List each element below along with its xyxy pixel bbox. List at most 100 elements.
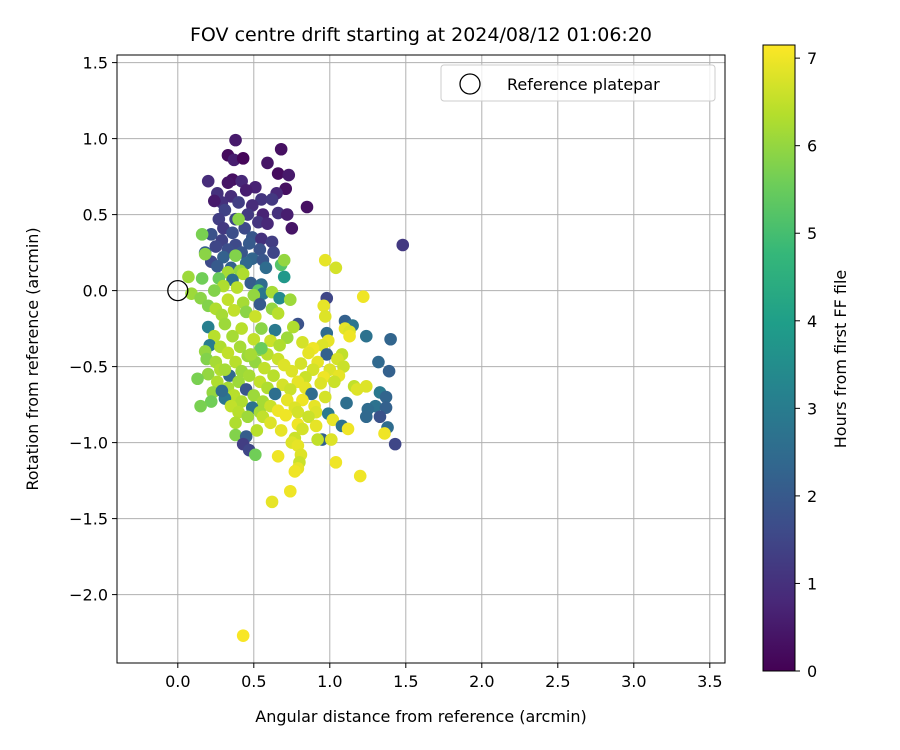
colorbar-tick-label: 4 [807,312,817,331]
data-point [396,238,410,252]
data-point [379,390,393,404]
data-point [294,357,308,370]
data-point [283,293,297,307]
data-point [253,243,267,256]
colorbar-tick-label: 2 [807,487,817,506]
data-point [285,364,299,378]
y-axis-label: Rotation from reference (arcmin) [23,227,42,490]
data-point [267,246,280,259]
data-point [249,448,262,462]
data-point [229,416,242,430]
data-point [353,469,367,483]
legend-reference-marker [459,73,481,95]
colorbar-gradient [763,45,795,671]
data-point [314,377,327,390]
x-tick-label: 0.5 [241,672,266,691]
data-point [236,152,250,165]
data-point [273,291,286,305]
data-point [265,235,279,249]
data-point [274,142,288,156]
data-point [341,422,355,436]
data-point [255,232,268,246]
x-tick-label: 3.5 [697,672,722,691]
data-point [325,433,338,446]
data-point [236,629,250,642]
data-point [302,346,315,360]
data-point [241,410,255,424]
data-point [343,329,356,343]
data-point [239,183,253,197]
data-point [191,372,204,386]
data-point [221,346,235,360]
legend-label-reference-platepar: Reference platepar [507,75,660,94]
colorbar: 0 1 2 3 4 5 6 7 Hours from first FF file [762,44,850,681]
data-point [318,253,332,267]
data-point [204,228,218,241]
data-point [247,288,261,302]
data-point [359,410,373,424]
data-point [283,484,297,498]
reference-platepar-marker [167,279,189,302]
y-tick-label: 1.0 [83,130,108,149]
data-point [296,335,309,349]
data-point [271,167,285,180]
data-point [282,168,296,182]
data-point [384,332,397,346]
data-point [232,212,245,226]
data-point [227,304,241,317]
data-point [305,387,318,401]
data-point [236,267,250,281]
data-point [356,290,370,303]
data-point [271,449,285,463]
x-tick-label: 0.0 [165,672,190,691]
data-point [291,405,305,419]
data-point [201,367,215,381]
colorbar-ticks: 0 1 2 3 4 5 6 7 [795,49,817,681]
x-tick-label: 1.0 [317,672,342,691]
data-point [359,329,373,343]
data-point [258,361,271,375]
data-point [268,323,282,337]
data-point [265,495,279,509]
data-point [235,322,248,335]
data-point [218,203,232,217]
data-point [283,383,297,396]
legend: Reference platepar [440,64,716,102]
data-point [182,270,195,284]
data-point [226,226,239,240]
data-point [372,355,385,369]
data-point [247,389,261,402]
chart-title: FOV centre drift starting at 2024/08/12 … [190,24,652,46]
data-point [388,437,402,451]
data-point [300,200,314,214]
data-point [232,196,245,209]
data-point [267,369,280,383]
data-point [229,133,242,147]
y-tick-label: −1.5 [69,510,108,529]
data-point [204,395,218,408]
data-point [235,395,248,408]
colorbar-frame [762,44,796,672]
data-point [195,228,209,241]
data-point [280,208,294,221]
y-tick-label: 0.0 [83,282,108,301]
data-point [259,261,273,275]
data-point [221,176,235,189]
data-point [221,293,235,307]
y-tick-label: −2.0 [69,586,108,605]
data-point [194,399,207,413]
data-point [209,240,223,253]
data-point [218,317,232,331]
x-tick-label: 3.0 [621,672,646,691]
data-point [253,297,267,311]
data-point [261,156,274,170]
reference-marker-layer [167,279,189,302]
data-point [211,259,224,273]
data-point [382,364,396,378]
data-point [340,396,353,410]
data-point [198,247,212,261]
data-point [238,221,251,235]
data-point [277,253,291,267]
data-point [264,416,277,430]
data-point [379,401,393,414]
